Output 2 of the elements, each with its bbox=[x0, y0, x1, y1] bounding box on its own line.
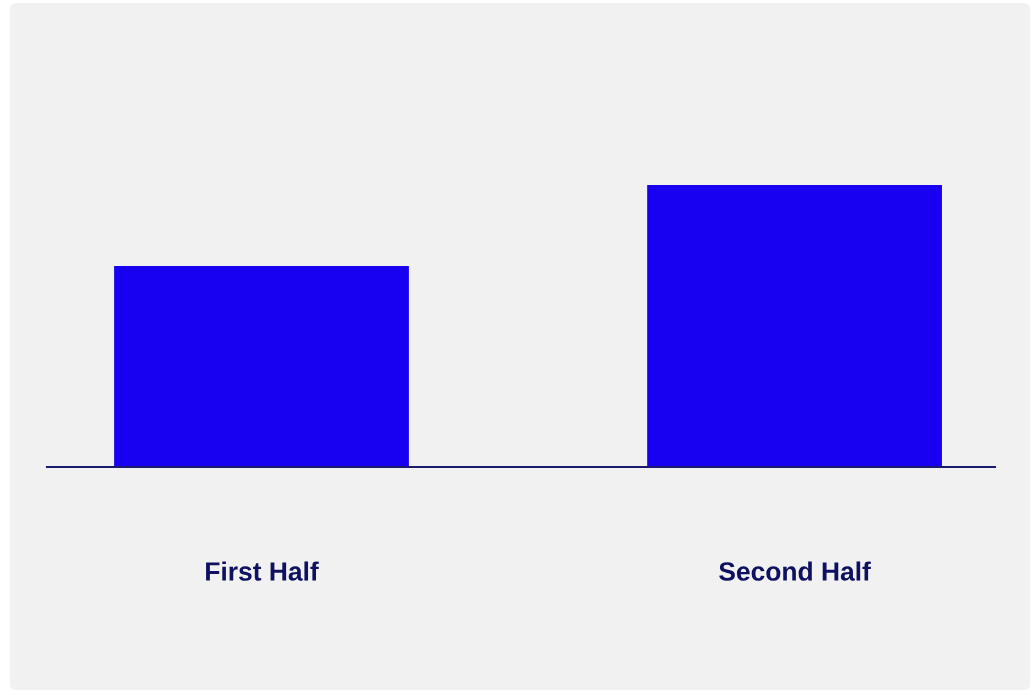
x-tick-label: Second Half bbox=[719, 561, 871, 581]
x-tick-label: First Half bbox=[206, 561, 319, 581]
